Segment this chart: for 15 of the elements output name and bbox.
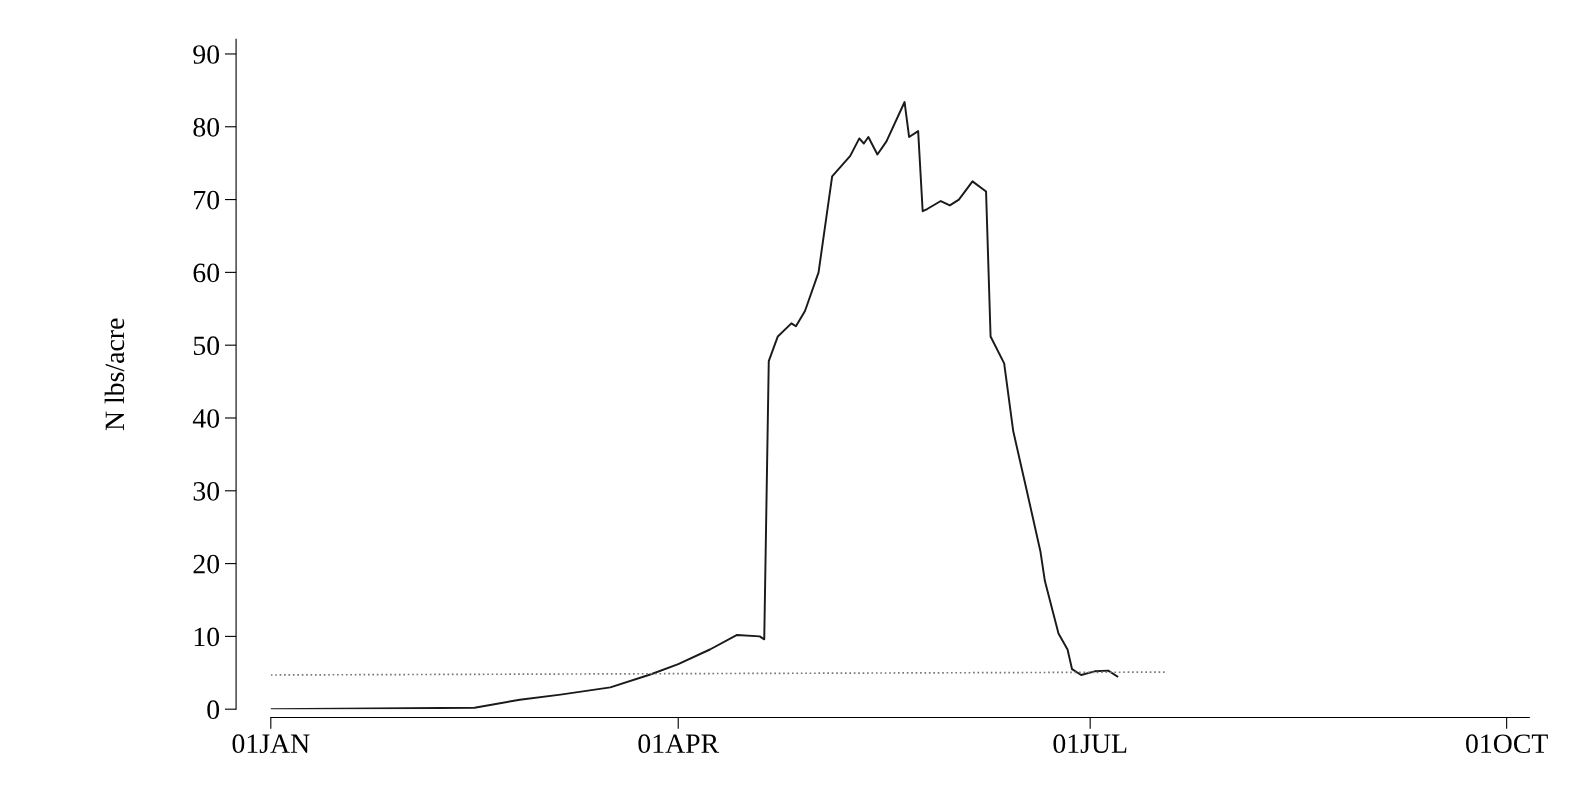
y-tick-label: 0 [207, 700, 220, 720]
x-tick-label: 01JUL [1053, 734, 1127, 754]
x-tick-label: 01APR [638, 734, 720, 754]
y-tick-label: 90 [193, 45, 220, 64]
y-tick-label: 80 [193, 117, 220, 137]
y-tick-label: 10 [194, 627, 220, 647]
y-tick-label: 40 [192, 409, 220, 428]
y-tick-label: 50 [193, 336, 220, 356]
y-tick-label: 60 [193, 263, 220, 283]
x-tick-label: 01JAN [232, 734, 310, 754]
x-tick-label: 01OCT [1466, 734, 1548, 754]
y-axis-title: N lbs/acre [104, 318, 125, 431]
y-tick-label: 30 [193, 481, 220, 501]
y-tick-label: 20 [193, 554, 220, 574]
y-tick-label: 70 [194, 190, 220, 210]
